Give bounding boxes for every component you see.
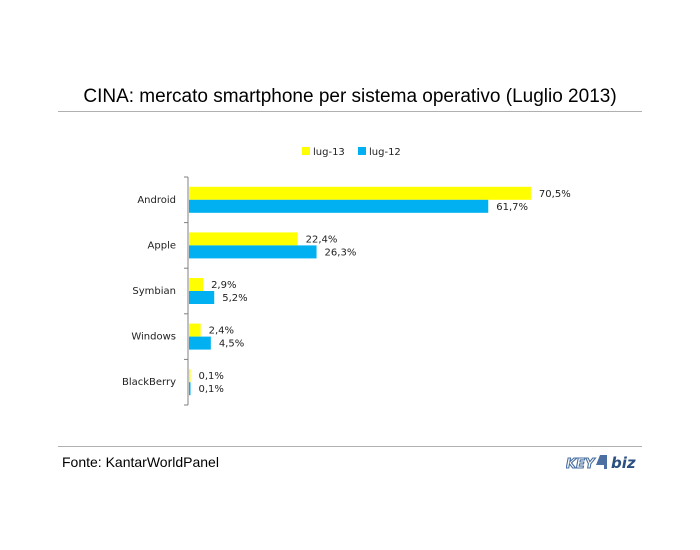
- source-note: Fonte: KantarWorldPanel: [62, 454, 219, 470]
- legend-swatch: [302, 147, 310, 155]
- key4biz-logo: KEY biz: [566, 454, 636, 473]
- legend-label: lug-12: [369, 147, 401, 158]
- data-label: 2,4%: [209, 326, 234, 337]
- bar-lug-12: [189, 382, 191, 396]
- bars: 70,5% 61,7% 22,4% 26,3% 2,9% 5,2% 2,4% 4,5% 0,1%…: [189, 186, 571, 396]
- data-label: 5,2%: [222, 293, 247, 304]
- category-label: Apple: [148, 240, 176, 251]
- data-label: 70,5%: [539, 189, 571, 200]
- legend: lug-13 lug-12: [302, 147, 401, 158]
- footer-divider: [58, 446, 642, 447]
- bar-lug-13: [189, 369, 191, 383]
- data-label: 4,5%: [219, 339, 244, 350]
- data-label: 0,1%: [199, 371, 224, 382]
- data-label: 0,1%: [199, 384, 224, 395]
- title-divider: [58, 111, 642, 112]
- category-label: Android: [137, 195, 176, 206]
- data-label: 26,3%: [325, 247, 357, 258]
- chart-title: CINA: mercato smartphone per sistema ope…: [83, 86, 617, 107]
- bar-lug-13: [189, 186, 531, 200]
- bar-lug-12: [189, 245, 317, 259]
- bar-lug-12: [189, 336, 211, 350]
- category-label: Windows: [131, 332, 176, 343]
- category-axis: Android Apple Symbian Windows BlackBerry: [122, 176, 189, 406]
- bar-lug-12: [189, 291, 215, 304]
- bar-lug-13: [189, 278, 204, 291]
- data-label: 22,4%: [306, 234, 338, 245]
- category-label: BlackBerry: [122, 377, 176, 388]
- legend-label: lug-13: [313, 147, 345, 158]
- category-label: Symbian: [132, 286, 176, 297]
- legend-swatch: [358, 147, 366, 155]
- data-label: 61,7%: [496, 202, 528, 213]
- logo-key-text: KEY: [566, 457, 596, 472]
- bar-lug-13: [189, 232, 298, 246]
- data-label: 2,9%: [211, 280, 236, 291]
- logo-4-mark: [596, 455, 607, 469]
- bar-lug-12: [189, 199, 489, 213]
- logo-biz-text: biz: [611, 454, 636, 472]
- bar-lug-13: [189, 323, 201, 337]
